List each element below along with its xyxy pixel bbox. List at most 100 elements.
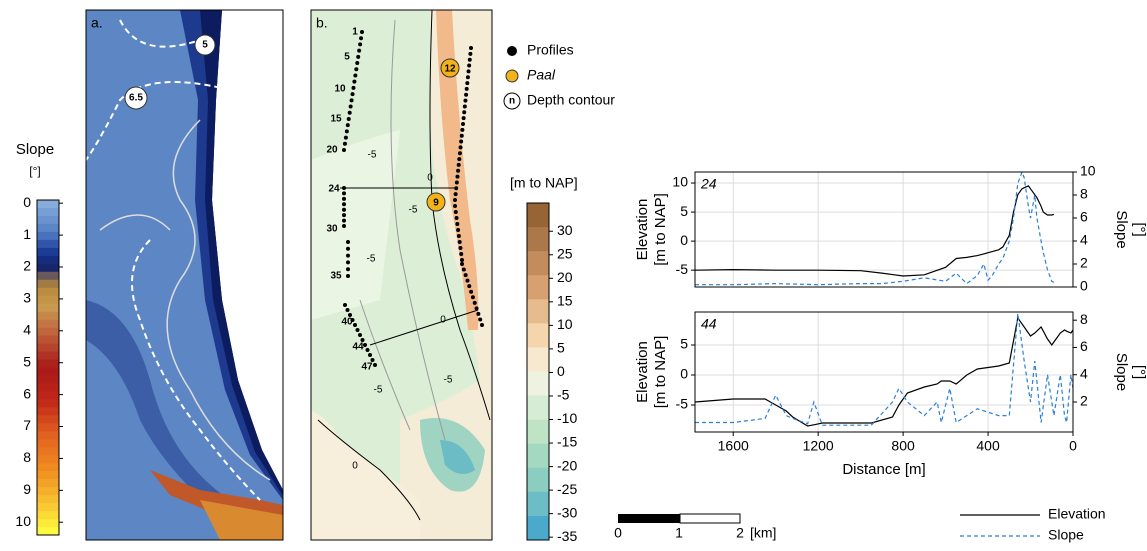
- map-a: a. 5 6.5: [85, 9, 284, 541]
- colorbar-band: [37, 375, 59, 384]
- y2-tick-label: 4: [1080, 232, 1088, 248]
- profile-dot: [472, 300, 477, 305]
- paal-marker: [426, 192, 446, 212]
- contour-label: 0: [352, 461, 358, 472]
- colorbar-band: [527, 395, 549, 421]
- colorbar-band: [37, 271, 59, 281]
- colorbar-band: [37, 415, 59, 424]
- profile-dot: [353, 73, 358, 78]
- y2-tick-label: 10: [1080, 163, 1096, 179]
- contour-label: 5: [202, 40, 208, 51]
- profile-dot: [478, 317, 483, 322]
- colorbar-band: [37, 247, 59, 257]
- colorbar-band: [37, 359, 59, 368]
- x-tick-label: 800: [891, 438, 915, 454]
- y2-tick-label: 8: [1080, 186, 1088, 202]
- y2-tick-label: 0: [1080, 278, 1088, 294]
- profile-dot: [453, 210, 458, 214]
- profile-dot: [457, 151, 462, 156]
- profile-dot: [348, 313, 352, 317]
- colorbar-band: [527, 419, 549, 445]
- colorbar-band: [37, 343, 59, 353]
- colorbar-title: [m to NAP]: [510, 175, 578, 191]
- profile-dots: [342, 30, 484, 367]
- profile-label: 20: [326, 145, 338, 156]
- colorbar-band: [527, 515, 549, 541]
- profile-dot: [359, 36, 364, 41]
- y-tick-label: 5: [680, 336, 688, 352]
- profile-dot: [454, 216, 459, 220]
- colorbar-band: [37, 351, 59, 361]
- colorbar-tick-label: -5: [557, 387, 570, 403]
- profile-dot: [350, 318, 355, 322]
- scale-bar: [618, 514, 680, 523]
- colorbar-tick-label: 9: [23, 481, 31, 497]
- colorbar-tick-label: 20: [557, 269, 573, 285]
- profile-dot: [464, 92, 469, 97]
- colorbar-tick-label: 30: [557, 222, 573, 238]
- profile-dot: [360, 30, 364, 34]
- colorbar-band: [527, 299, 549, 324]
- legend-label: Paal: [527, 67, 556, 83]
- colorbar-tick-label: 5: [557, 340, 565, 356]
- colorbar-band: [37, 239, 59, 249]
- scale-unit: [km]: [750, 525, 776, 541]
- profile-dot: [458, 145, 463, 150]
- colorbar-band: [37, 279, 59, 289]
- y-tick-label: 0: [680, 366, 688, 382]
- profile-dot: [368, 353, 372, 357]
- profile-dot: [460, 127, 465, 132]
- profile-label: 30: [326, 224, 338, 235]
- x-tick-label: 1200: [803, 438, 834, 454]
- profile-dot: [462, 110, 467, 115]
- colorbar-band: [37, 367, 59, 376]
- profile-dot: [465, 75, 470, 80]
- colorbar-band: [527, 467, 549, 493]
- profile-dot: [342, 213, 346, 218]
- colorbar-band: [37, 439, 59, 448]
- profile-label: 10: [334, 84, 346, 95]
- profile-dot: [455, 222, 460, 226]
- colorbar-band: [37, 447, 59, 456]
- colorbar-tick-label: -15: [557, 434, 577, 450]
- profile-dot: [344, 129, 349, 134]
- profile-dot: [454, 180, 459, 185]
- profile-label: 15: [330, 114, 342, 125]
- profile-dot: [345, 123, 350, 128]
- series-line: [695, 172, 1055, 286]
- profile-dot: [356, 54, 361, 59]
- colorbar-band: [37, 311, 59, 321]
- profile-dot: [462, 104, 467, 109]
- profile-dot: [456, 162, 461, 167]
- profile-dot: [455, 174, 460, 179]
- profile-dot: [460, 262, 464, 266]
- colorbar-band: [37, 431, 59, 440]
- colorbar-tick-label: 10: [15, 513, 31, 529]
- profile-dot: [460, 258, 464, 262]
- colorbar-band: [527, 251, 549, 276]
- colorbar-band: [37, 487, 59, 496]
- profile-dot: [358, 42, 363, 47]
- colorbar-band: [37, 200, 59, 209]
- y-axis-label: [m to NAP]: [652, 193, 669, 266]
- colorbar-band: [37, 207, 59, 217]
- profile-dot: [457, 240, 462, 244]
- colorbar-band: [37, 255, 59, 265]
- colorbar-band: [37, 511, 59, 520]
- profile-dot: [345, 308, 350, 312]
- colorbar-band: [37, 519, 59, 528]
- colorbar-band: [37, 463, 59, 472]
- profile-dot: [342, 207, 346, 212]
- profile-dot: [480, 323, 484, 327]
- colorbar-band: [37, 263, 59, 273]
- colorbar-tick-label: -20: [557, 457, 577, 473]
- colorbar-tick-label: 8: [23, 449, 31, 465]
- scale-tick-label: 2: [736, 525, 744, 541]
- colorbar-band: [37, 223, 59, 233]
- profile-dot: [467, 63, 472, 68]
- profile-dot: [453, 198, 457, 202]
- profile-dot: [342, 191, 346, 196]
- panel-label: 44: [701, 316, 717, 332]
- colorbar-tick-label: -35: [557, 528, 577, 544]
- contour-label: -5: [374, 385, 383, 396]
